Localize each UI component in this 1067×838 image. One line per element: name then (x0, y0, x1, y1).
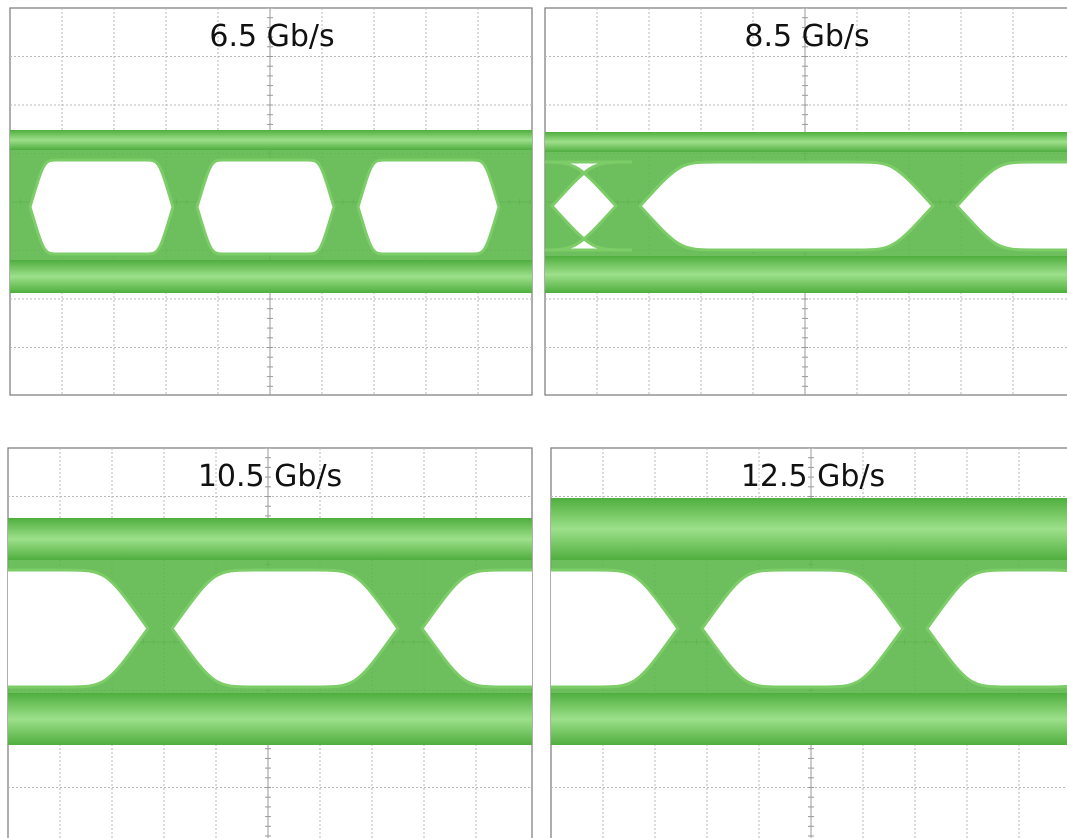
eye-opening (28, 158, 175, 256)
eye-panel: 12.5 Gb/s (550, 447, 1067, 838)
eye-opening (925, 568, 1067, 689)
eye-opening (700, 568, 905, 689)
eye-opening (356, 158, 501, 256)
eye-opening (195, 158, 336, 256)
panel-title: 8.5 Gb/s (744, 19, 869, 54)
eye-opening (170, 568, 400, 689)
eye-opening (420, 568, 532, 689)
eye-opening (954, 160, 1067, 252)
panel-content (545, 8, 1067, 395)
eye-panel: 8.5 Gb/s (544, 7, 1067, 396)
top-rail (8, 518, 532, 560)
panel-title: 6.5 Gb/s (209, 19, 334, 54)
eye-opening (637, 160, 936, 252)
eye-panel: 10.5 Gb/s (7, 447, 533, 838)
panel-content (10, 8, 532, 395)
eye-opening (8, 568, 150, 689)
eye-opening (551, 568, 680, 689)
bottom-rail (10, 260, 532, 293)
panel-title: 10.5 Gb/s (198, 459, 342, 494)
top-rail (551, 498, 1067, 560)
eye-opening (545, 160, 633, 252)
bottom-rail (551, 693, 1067, 745)
bottom-rail (8, 693, 532, 745)
eye-panel: 6.5 Gb/s (9, 7, 533, 396)
panel-title: 12.5 Gb/s (741, 459, 885, 494)
panel-content (8, 448, 532, 838)
bottom-rail (545, 256, 1067, 293)
panel-content (551, 448, 1067, 838)
top-rail (10, 130, 532, 150)
top-rail (545, 132, 1067, 152)
